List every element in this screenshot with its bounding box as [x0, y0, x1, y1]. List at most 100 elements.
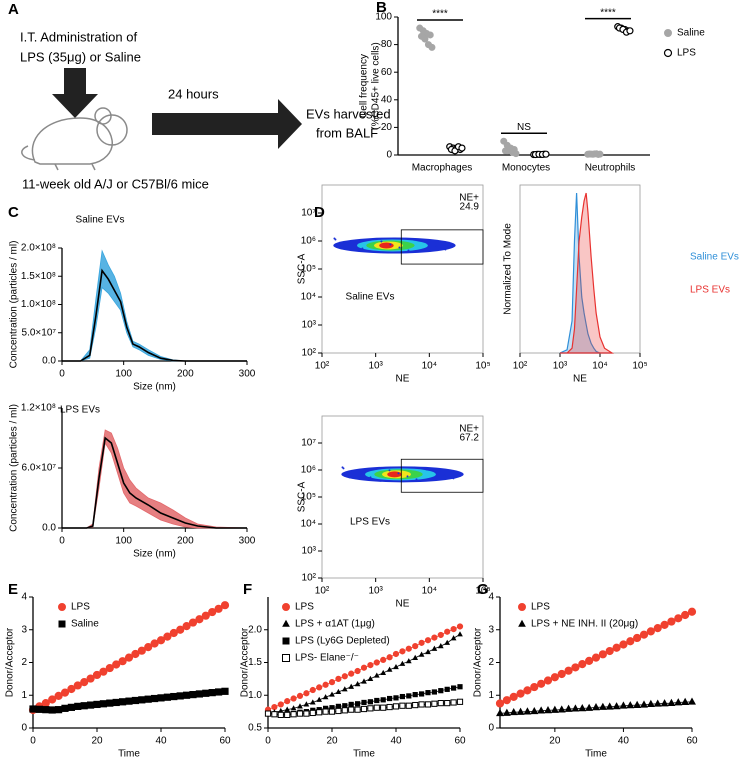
marker [271, 703, 278, 711]
marker [412, 691, 418, 698]
marker [170, 692, 178, 701]
marker [393, 695, 399, 701]
y-tick-label: 60 [381, 67, 393, 78]
event-dot [452, 477, 455, 480]
marker [284, 698, 291, 705]
marker [341, 686, 348, 692]
legend-label: LPS + α1AT (1μg) [295, 619, 375, 630]
marker [157, 694, 165, 702]
marker [112, 698, 120, 707]
marker [516, 707, 525, 715]
marker [437, 643, 444, 649]
marker [99, 667, 108, 676]
marker [380, 697, 386, 703]
error-band [62, 249, 247, 362]
marker [418, 651, 425, 657]
y-tick-label: 10⁴ [301, 292, 316, 303]
marker [277, 711, 284, 718]
marker [151, 694, 159, 703]
marker [316, 684, 323, 691]
marker [373, 672, 380, 678]
marker [578, 704, 587, 712]
marker [119, 698, 127, 706]
legend-marker [518, 619, 526, 627]
marker [399, 648, 406, 655]
marker [405, 645, 412, 652]
y-tick-label: 10⁶ [301, 465, 316, 476]
x-axis-label: NE [573, 374, 587, 385]
y-tick-label: 10⁵ [301, 492, 316, 503]
x-tick-label: 20 [326, 736, 338, 747]
marker [124, 653, 134, 662]
marker [619, 640, 628, 649]
event-dot [378, 479, 381, 482]
legend-marker [663, 48, 673, 58]
marker [437, 700, 444, 707]
marker [399, 660, 406, 666]
marker [444, 700, 451, 707]
y-tick-label: 3 [488, 624, 494, 635]
marker [105, 663, 114, 673]
y-axis-label: (%CD45+ live cells) [371, 42, 382, 130]
marker [264, 710, 272, 717]
mouse-foot [54, 163, 59, 171]
marker [428, 43, 436, 51]
histogram-area [560, 192, 615, 354]
y-tick-label: 3 [21, 624, 27, 635]
marker [542, 150, 550, 158]
legend-marker [664, 29, 672, 37]
marker [296, 710, 304, 717]
marker [322, 681, 329, 688]
marker [633, 700, 642, 708]
marker [530, 682, 539, 692]
y-tick-label: 1.5 [248, 657, 262, 668]
y-axis-label: Donor/Acceptor [473, 627, 484, 697]
marker [290, 705, 297, 711]
panel-label: D [314, 204, 325, 221]
mouse-icon [21, 107, 128, 171]
y-tick-label: 10⁵ [301, 264, 316, 275]
marker [667, 698, 676, 706]
marker [457, 684, 463, 690]
x-tick-label: 10⁴ [422, 586, 437, 597]
marker [131, 649, 140, 659]
marker [496, 708, 504, 717]
y-tick-label: 2.0×10⁸ [21, 243, 56, 254]
x-tick-label: 300 [239, 369, 256, 380]
marker [73, 681, 82, 690]
marker [118, 657, 127, 666]
marker [380, 669, 387, 676]
marker [509, 707, 518, 716]
legend-label: LPS + NE INH. II (20μg) [531, 619, 638, 630]
marker [348, 670, 355, 677]
y-tick-label: 10⁴ [301, 519, 316, 530]
marker [208, 607, 217, 617]
marker [323, 705, 329, 711]
marker [516, 689, 525, 698]
marker [633, 633, 642, 643]
marker [93, 700, 101, 709]
x-tick-label: 10³ [368, 361, 383, 372]
marker [214, 604, 223, 613]
mouse-ear [94, 107, 112, 125]
marker [399, 693, 405, 700]
marker [163, 632, 172, 641]
y-tick-label: 10² [302, 573, 317, 584]
marker [354, 706, 361, 713]
marker [660, 699, 669, 707]
panel-label: E [8, 581, 18, 598]
marker [176, 625, 185, 634]
diagram-text: LPS (35μg) or Saline [20, 49, 141, 64]
marker [550, 673, 559, 682]
y-tick-label: 10³ [302, 546, 317, 557]
mouse-foot [91, 163, 96, 171]
marker [578, 660, 587, 669]
marker [156, 636, 166, 645]
diagram-text: 24 hours [168, 86, 219, 101]
marker [424, 637, 432, 644]
marker [405, 702, 412, 709]
y-tick-label: 1.0 [248, 690, 262, 701]
marker [202, 689, 210, 697]
marker [303, 710, 310, 717]
mouse-tail [21, 145, 36, 161]
